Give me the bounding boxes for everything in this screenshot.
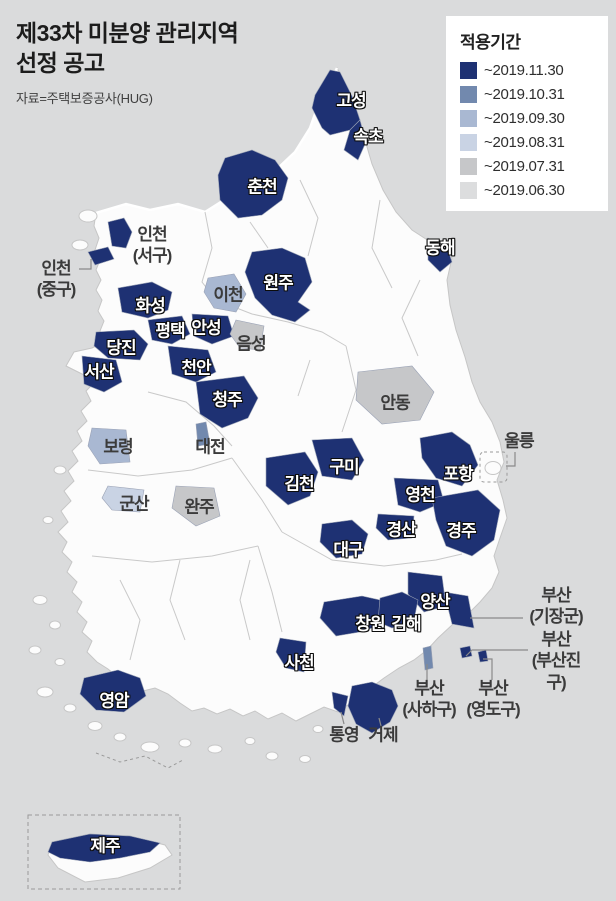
- region-gumi: [311, 437, 365, 481]
- region-wanju: [171, 485, 221, 527]
- region-yeongam: [79, 669, 147, 713]
- region-saha: [422, 645, 434, 671]
- region-icheon: [203, 273, 247, 313]
- legend-label: ~2019.07.31: [484, 158, 565, 175]
- region-anseong: [191, 313, 235, 345]
- region-busan-gijang: [443, 591, 475, 629]
- legend: 적용기간 ~2019.11.30 ~2019.10.31 ~2019.09.30…: [446, 16, 608, 211]
- region-tongyeong: [331, 691, 349, 717]
- legend-row: ~2019.06.30: [460, 182, 596, 199]
- region-cheonan: [167, 345, 217, 383]
- legend-row: ~2019.07.31: [460, 158, 596, 175]
- region-andong: [355, 365, 435, 425]
- region-sokcho: [343, 119, 367, 161]
- region-gunsan: [101, 485, 145, 513]
- legend-row: ~2019.09.30: [460, 110, 596, 127]
- legend-label: ~2019.10.31: [484, 86, 565, 103]
- leader-busan-yeongdo: [483, 658, 493, 680]
- jeju-inset: [27, 814, 181, 890]
- legend-swatch-t2: [460, 86, 477, 103]
- leader-incheon-junggu: [79, 259, 92, 270]
- leader-geoje: [378, 717, 382, 727]
- legend-label: ~2019.09.30: [484, 110, 565, 127]
- ulleung-inset: [479, 451, 516, 483]
- maritime-dashed-line: [95, 752, 184, 769]
- region-incheon-junggu: [87, 246, 115, 266]
- south-korea-landmass: [57, 66, 508, 722]
- legend-swatch-t1: [460, 62, 477, 79]
- region-gimcheon: [265, 451, 319, 506]
- region-incheon-seogu: [107, 217, 133, 249]
- region-gyeongsan: [375, 513, 415, 541]
- source-credit: 자료=주택보증공사(HUG): [16, 90, 153, 106]
- region-daejeon-district: [195, 421, 211, 447]
- region-yeongdo: [477, 649, 489, 663]
- legend-swatch-t5: [460, 158, 477, 175]
- region-pohang: [419, 431, 479, 487]
- legend-label: ~2019.08.31: [484, 134, 565, 151]
- legend-label: ~2019.06.30: [484, 182, 565, 199]
- region-boryeong: [87, 427, 131, 465]
- region-changwon: [319, 595, 381, 637]
- region-pyeongtaek: [147, 315, 191, 345]
- legend-row: ~2019.10.31: [460, 86, 596, 103]
- region-dangjin: [93, 329, 149, 361]
- region-daegu: [319, 519, 369, 559]
- region-busanjin: [459, 645, 473, 659]
- legend-swatch-t3: [460, 110, 477, 127]
- managed-regions: [79, 69, 501, 717]
- islands: [28, 209, 324, 763]
- province-borders: [87, 179, 463, 661]
- region-cheongju: [195, 375, 259, 429]
- leader-lines: [79, 259, 528, 727]
- leader-tongyeong: [340, 711, 345, 725]
- header: 제33차 미분양 관리지역 선정 공고 자료=주택보증공사(HUG): [16, 18, 239, 107]
- region-chuncheon: [217, 149, 289, 219]
- region-sacheon: [275, 637, 307, 673]
- region-hwaseong: [117, 281, 173, 319]
- region-gimhae: [377, 591, 419, 629]
- page-title: 제33차 미분양 관리지역 선정 공고: [16, 20, 239, 77]
- legend-row: ~2019.08.31: [460, 134, 596, 151]
- region-donghae: [427, 237, 453, 273]
- region-jeju: [47, 833, 161, 863]
- region-yeongcheon: [393, 477, 445, 513]
- region-geoje: [347, 681, 399, 734]
- legend-label: ~2019.11.30: [484, 62, 564, 79]
- region-gyeongju: [431, 489, 501, 557]
- legend-swatch-t6: [460, 182, 477, 199]
- region-seosan: [81, 355, 123, 393]
- leader-busan-busanjin: [465, 649, 528, 657]
- region-eumseong: [229, 319, 265, 351]
- legend-title: 적용기간: [460, 33, 521, 52]
- legend-swatch-t4: [460, 134, 477, 151]
- region-wonju: [244, 247, 313, 323]
- legend-row: ~2019.11.30: [460, 62, 596, 79]
